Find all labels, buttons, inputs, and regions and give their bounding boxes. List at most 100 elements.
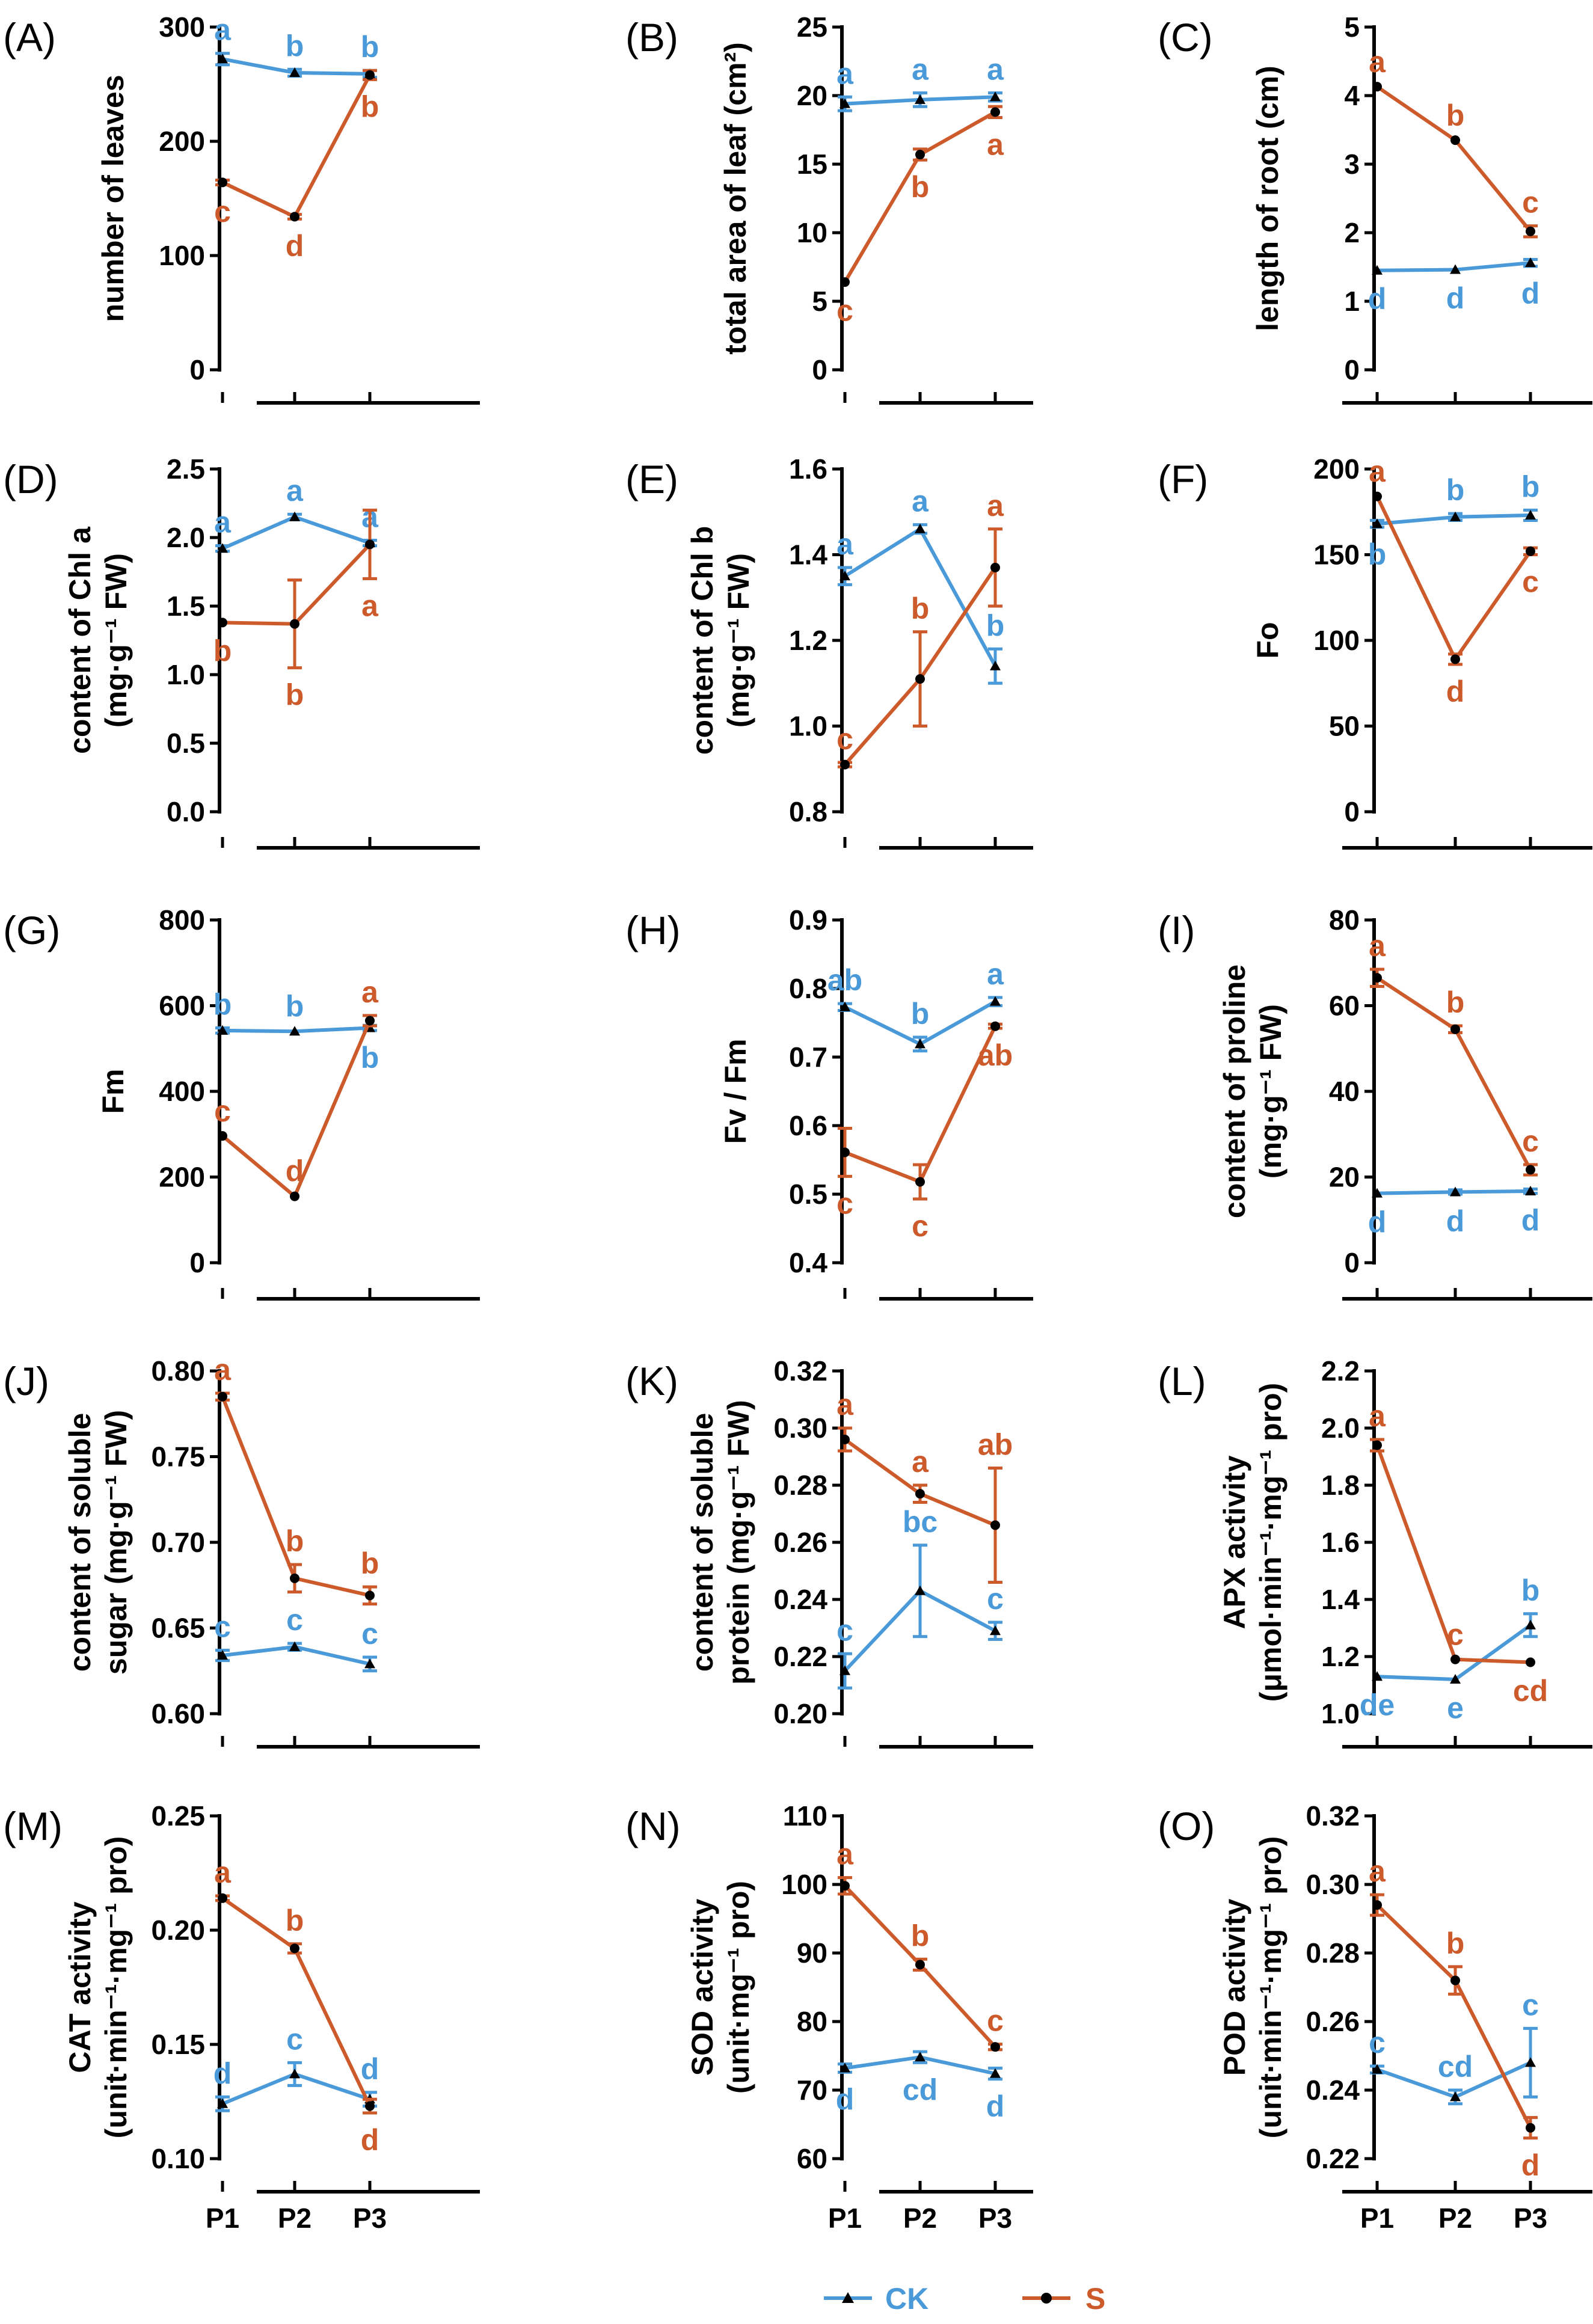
panel-i: (I) 0 20 40 60 80 content of proline (mg·g⁻¹ FW… <box>1158 904 1592 1301</box>
y-axis-label: total area of leaf (cm²) <box>719 42 752 355</box>
significance-letter-ck: bc <box>903 1505 938 1539</box>
data-point-s <box>1372 1440 1382 1450</box>
data-point-s <box>990 107 1000 117</box>
y-axis-label: POD activity <box>1218 1899 1251 2076</box>
data-point-s <box>840 1147 850 1157</box>
significance-letter-ck: d <box>986 2089 1005 2123</box>
panel-e: (E) 0.8 1.0 1.2 1.4 1.6 content of Chl b (mg·g⁻… <box>625 453 1033 850</box>
data-point-ck <box>217 1650 228 1660</box>
data-point-ck <box>990 2068 1001 2078</box>
significance-letter-ck: a <box>912 52 929 86</box>
y-tick-label: 0.75 <box>151 1441 205 1473</box>
y-tick-label: 0.20 <box>773 1698 827 1729</box>
y-tick-label: 2.0 <box>1321 1412 1360 1444</box>
significance-letter-s: b <box>1446 1927 1465 1960</box>
y-tick-label: 3 <box>1344 149 1360 180</box>
significance-letter-ck: b <box>986 609 1005 642</box>
significance-letter-ck: c <box>361 1617 378 1651</box>
y-tick-label: 1.4 <box>1321 1584 1360 1615</box>
panel-label: (A) <box>3 15 56 60</box>
significance-letter-ck: d <box>1446 1204 1465 1238</box>
data-point-ck <box>1450 1186 1461 1197</box>
y-tick-label: 80 <box>797 2006 827 2037</box>
y-tick-label: 0.70 <box>151 1527 205 1558</box>
significance-letter-ck: b <box>1521 1574 1540 1607</box>
significance-letter-s: a <box>987 489 1004 523</box>
significance-letter-ck: de <box>1360 1688 1395 1722</box>
significance-letter-s: d <box>286 229 304 263</box>
y-tick-label: 90 <box>797 1937 827 1969</box>
significance-letter-ck: a <box>214 506 232 539</box>
y-tick-label: 0.4 <box>789 1247 827 1278</box>
y-tick-label: 0.26 <box>773 1527 827 1558</box>
data-point-ck <box>1372 518 1383 529</box>
significance-letter-ck: cd <box>1438 2050 1473 2083</box>
y-tick-label: 0.65 <box>151 1613 205 1644</box>
data-point-ck <box>990 996 1001 1006</box>
panel-label: (K) <box>625 1359 678 1403</box>
y-axis-label: number of leaves <box>96 75 130 322</box>
data-point-s <box>1526 2123 1535 2133</box>
y-tick-label: 0.32 <box>773 1355 827 1387</box>
panel-label: (M) <box>3 1804 63 1848</box>
significance-letter-s: c <box>836 1186 853 1220</box>
data-point-ck <box>289 511 300 521</box>
y-tick-label: 5 <box>1344 11 1360 43</box>
panel-l: (L) 1.0 1.2 1.4 1.6 1.8 2.0 2.2 APX activity (μmo… <box>1158 1355 1592 1749</box>
data-point-ck <box>1450 264 1461 274</box>
significance-letter-ck: d <box>213 2056 232 2090</box>
y-tick-label: 0 <box>1344 1247 1360 1278</box>
x-tick-label: P1 <box>1360 2203 1394 2234</box>
data-point-s <box>290 1191 299 1201</box>
y-tick-label: 0.5 <box>789 1179 827 1210</box>
legend-s-marker <box>1041 2293 1052 2304</box>
y-axis-label: (mg·g⁻¹ FW) <box>99 553 133 728</box>
data-point-s <box>1450 1024 1460 1034</box>
data-point-ck <box>289 1641 300 1651</box>
panel-label: (I) <box>1158 908 1195 952</box>
data-point-s <box>990 562 1000 572</box>
y-tick-label: 800 <box>159 904 205 936</box>
significance-letter-ck: e <box>1447 1691 1464 1725</box>
significance-letter-s: a <box>836 1838 854 1871</box>
significance-letter-s: b <box>1446 99 1465 132</box>
y-axis-label: (unit·mg⁻¹ pro) <box>722 1881 755 2094</box>
significance-letter-s: d <box>286 1154 304 1188</box>
significance-letter-s: a <box>214 1353 232 1387</box>
significance-letter-s: a <box>1369 929 1386 963</box>
significance-letter-ck: a <box>987 957 1004 991</box>
data-point-ck <box>915 1038 925 1049</box>
significance-letter-ck: d <box>361 2052 379 2086</box>
significance-letter-s: a <box>836 1388 854 1421</box>
data-point-ck <box>915 523 925 533</box>
y-tick-label: 1.5 <box>167 590 205 622</box>
significance-letter-s: a <box>1369 45 1386 79</box>
significance-letter-ck: b <box>286 29 304 63</box>
significance-letter-s: c <box>836 293 853 327</box>
y-tick-label: 1.0 <box>789 711 827 742</box>
significance-letter-ck: b <box>361 30 379 64</box>
data-point-s <box>290 1573 299 1583</box>
y-tick-label: 0.8 <box>789 973 827 1004</box>
y-tick-label: 200 <box>1313 453 1360 485</box>
y-tick-label: 600 <box>159 990 205 1022</box>
data-point-s <box>840 277 850 287</box>
data-point-s <box>218 177 227 188</box>
y-tick-label: 100 <box>781 1869 827 1900</box>
y-tick-label: 110 <box>783 1800 827 1832</box>
x-tick-label: P3 <box>353 2203 387 2234</box>
y-axis-label: (unit·min⁻¹·mg⁻¹ pro) <box>1254 1836 1288 2139</box>
significance-letter-s: b <box>286 678 304 712</box>
data-point-s <box>840 1435 850 1444</box>
data-point-ck <box>289 1026 300 1036</box>
y-tick-label: 0.28 <box>1306 1937 1360 1969</box>
y-tick-label: 20 <box>1329 1162 1360 1193</box>
y-axis-label: content of proline <box>1218 964 1251 1218</box>
panel-label: (N) <box>625 1804 681 1848</box>
panel-j: (J) 0.60 0.65 0.70 0.75 0.80 content of solubl… <box>3 1353 480 1749</box>
y-tick-label: 200 <box>159 1162 205 1193</box>
y-tick-label: 0.32 <box>1306 1800 1360 1832</box>
data-point-s <box>1450 654 1460 664</box>
data-point-s <box>290 212 299 222</box>
